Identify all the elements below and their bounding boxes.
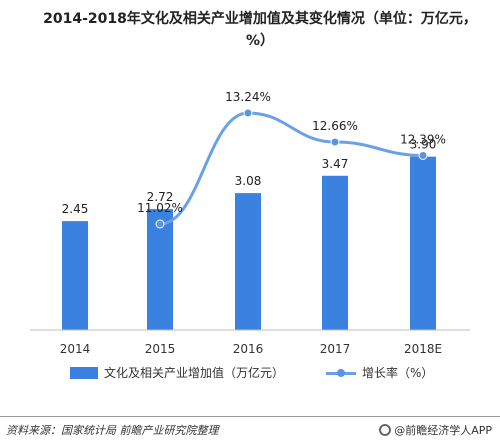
growth-point-2017 <box>330 137 340 147</box>
source-note: 资料来源：国家统计局 前瞻产业研究院整理 <box>6 424 219 437</box>
legend-bar-swatch <box>70 366 98 379</box>
growth-line <box>159 111 424 226</box>
legend-line-label: 增长率（%） <box>362 366 434 380</box>
bar-2016 <box>235 193 261 330</box>
brand-credit: @前瞻经济学人APP <box>379 422 492 438</box>
legend-item-value: 文化及相关产业增加值（万亿元） <box>70 364 284 381</box>
bar-label-2018E: 3.90 <box>410 138 437 152</box>
growth-label-2015: 11.02% <box>137 201 183 215</box>
brand-label: @前瞻经济学人APP <box>394 424 492 437</box>
bar-label-2014: 2.45 <box>62 202 89 216</box>
legend-item-growth: 增长率（%） <box>326 364 433 381</box>
bar-2018E <box>410 156 436 330</box>
bar-2017 <box>322 175 348 330</box>
bar-2014 <box>62 221 88 330</box>
bar-value-labels: 2.45 2.72 3.08 3.47 3.90 <box>62 138 437 216</box>
chart-title: 2014-2018年文化及相关产业增加值及其变化情况（单位：万亿元，%） <box>43 11 477 49</box>
growth-value-labels: 11.02% 13.24% 12.66% 12.39% <box>137 90 446 215</box>
x-tick-labels: 2014 2015 2016 2017 2018E <box>60 342 442 356</box>
bar-series <box>62 156 436 330</box>
growth-point-2016 <box>243 108 253 118</box>
growth-point-2018E <box>418 151 428 160</box>
growth-label-2016: 13.24% <box>225 90 271 104</box>
legend: 文化及相关产业增加值（万亿元） 增长率（%） <box>0 364 500 384</box>
growth-label-2018E: 12.39% <box>400 133 446 147</box>
growth-line-series <box>155 108 428 229</box>
footer-divider <box>0 416 500 417</box>
growth-point-2015 <box>155 219 165 229</box>
x-tick-2014: 2014 <box>60 342 91 356</box>
bar-2015 <box>147 209 173 330</box>
bar-label-2015: 2.72 <box>147 190 174 204</box>
legend-bar-label: 文化及相关产业增加值（万亿元） <box>104 366 285 380</box>
brand-logo-icon <box>379 424 392 436</box>
x-tick-2015: 2015 <box>145 342 176 356</box>
x-tick-2017: 2017 <box>320 342 351 356</box>
x-tick-2018E: 2018E <box>404 342 442 356</box>
x-tick-2016: 2016 <box>233 342 264 356</box>
legend-line-swatch <box>326 367 356 379</box>
bar-label-2017: 3.47 <box>322 157 349 171</box>
bar-label-2016: 3.08 <box>235 174 262 188</box>
growth-label-2017: 12.66% <box>312 119 358 133</box>
